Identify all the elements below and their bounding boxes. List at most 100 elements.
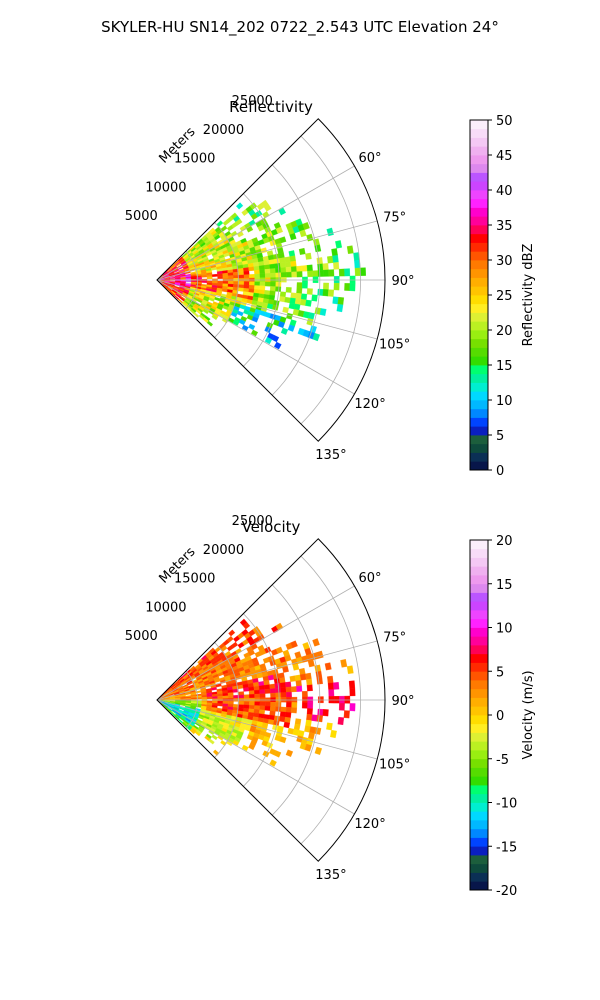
echo-cell <box>323 282 329 290</box>
echo-cell <box>243 270 250 275</box>
echo-cell <box>285 261 292 268</box>
echo-cell <box>268 259 275 265</box>
azimuth-tick-label: 120° <box>354 817 385 832</box>
colorbar-swatch <box>470 697 488 707</box>
echo-cell <box>189 728 196 735</box>
echo-cell <box>196 697 202 700</box>
echo-cell <box>337 297 345 305</box>
echo-cell <box>319 308 327 316</box>
echo-cell <box>326 722 333 731</box>
echo-cell <box>306 288 313 295</box>
echo-cell <box>217 273 224 277</box>
echo-cell <box>237 310 244 317</box>
echo-cell <box>322 289 329 297</box>
echo-cell <box>269 683 276 690</box>
echo-cell <box>241 744 249 752</box>
colorbar-tick-label: 25 <box>496 289 513 304</box>
echo-cell <box>217 703 224 707</box>
azimuth-spoke <box>156 699 355 815</box>
colorbar-swatch <box>470 277 488 287</box>
azimuth-spoke <box>156 585 355 701</box>
echo-cell <box>312 238 320 247</box>
echo-cell <box>279 257 286 264</box>
echo-cell <box>289 232 297 241</box>
colorbar-tick-label: 30 <box>496 254 513 269</box>
colorbar-swatch <box>470 776 488 786</box>
colorbar-swatch <box>470 155 488 165</box>
colorbar-swatch <box>470 408 488 418</box>
colorbar-swatch <box>470 811 488 821</box>
echo-cell <box>287 324 295 332</box>
echo-layer <box>158 618 356 767</box>
echo-cell <box>333 682 340 690</box>
echo-cell <box>259 705 266 711</box>
echo-cell <box>346 665 354 674</box>
echo-cell <box>296 282 303 289</box>
echo-cell <box>317 263 324 271</box>
echo-cell <box>282 666 289 673</box>
echo-cell <box>284 256 291 263</box>
colorbar-swatch <box>470 461 488 471</box>
echo-cell <box>238 701 245 706</box>
azimuth-spoke <box>156 220 378 281</box>
echo-cell <box>258 265 265 271</box>
echo-cell <box>221 288 228 293</box>
echo-cell <box>340 659 348 668</box>
echo-cell <box>360 267 366 276</box>
echo-cell <box>243 701 250 706</box>
echo-cell <box>214 296 221 302</box>
colorbar-swatch <box>470 356 488 366</box>
colorbar-tick-label: 0 <box>496 464 504 479</box>
colorbar-swatch <box>470 400 488 410</box>
echo-cell <box>237 287 244 292</box>
echo-cell <box>290 260 297 268</box>
colorbar-swatch <box>470 741 488 751</box>
echo-cell <box>305 672 312 680</box>
colorbar-swatch <box>470 653 488 663</box>
echo-cell <box>264 281 271 287</box>
echo-cell <box>201 274 208 278</box>
echo-cell <box>286 691 292 698</box>
colorbar-swatch <box>470 452 488 462</box>
colorbar-swatch <box>470 347 488 357</box>
colorbar-swatch <box>470 382 488 392</box>
echo-cell <box>322 263 329 271</box>
echo-cell <box>222 700 229 705</box>
echo-cell <box>243 694 250 699</box>
echo-cell <box>238 694 245 699</box>
echo-cell <box>328 689 335 697</box>
range-tick-label: 25000 <box>232 94 273 109</box>
echo-cell <box>248 323 256 331</box>
echo-cell <box>289 675 296 682</box>
azimuth-tick-label: 105° <box>379 338 410 353</box>
echo-cell <box>249 701 255 706</box>
echo-cell <box>344 268 351 277</box>
echo-cell <box>248 686 255 692</box>
colorbar-label: Velocity (m/s) <box>521 670 536 759</box>
panel-title: Velocity <box>242 518 301 536</box>
echo-cell <box>248 705 255 710</box>
echo-cell <box>275 692 282 698</box>
colorbar-swatch <box>470 303 488 313</box>
azimuth-spoke <box>156 640 378 701</box>
echo-cell <box>250 329 259 337</box>
colorbar-tick-label: 10 <box>496 622 513 637</box>
colorbar-swatch <box>470 548 488 558</box>
echo-cell <box>300 293 308 301</box>
colorbar-swatch <box>470 286 488 296</box>
colorbar-swatch <box>470 706 488 716</box>
echo-cell <box>296 287 303 294</box>
echo-cell <box>227 275 234 279</box>
colorbar-swatch <box>470 163 488 173</box>
echo-cell <box>301 282 308 289</box>
azimuth-tick-label: 90° <box>391 694 414 709</box>
range-tick-label: 5000 <box>125 209 158 224</box>
colorbar-swatch <box>470 426 488 436</box>
azimuth-tick-label: 135° <box>315 448 346 463</box>
echo-cell <box>338 268 345 277</box>
colorbar-swatch <box>470 391 488 401</box>
colorbar-swatch <box>470 881 488 891</box>
echo-cell <box>222 695 229 699</box>
echo-cell <box>333 262 340 270</box>
echo-cell <box>305 719 312 727</box>
